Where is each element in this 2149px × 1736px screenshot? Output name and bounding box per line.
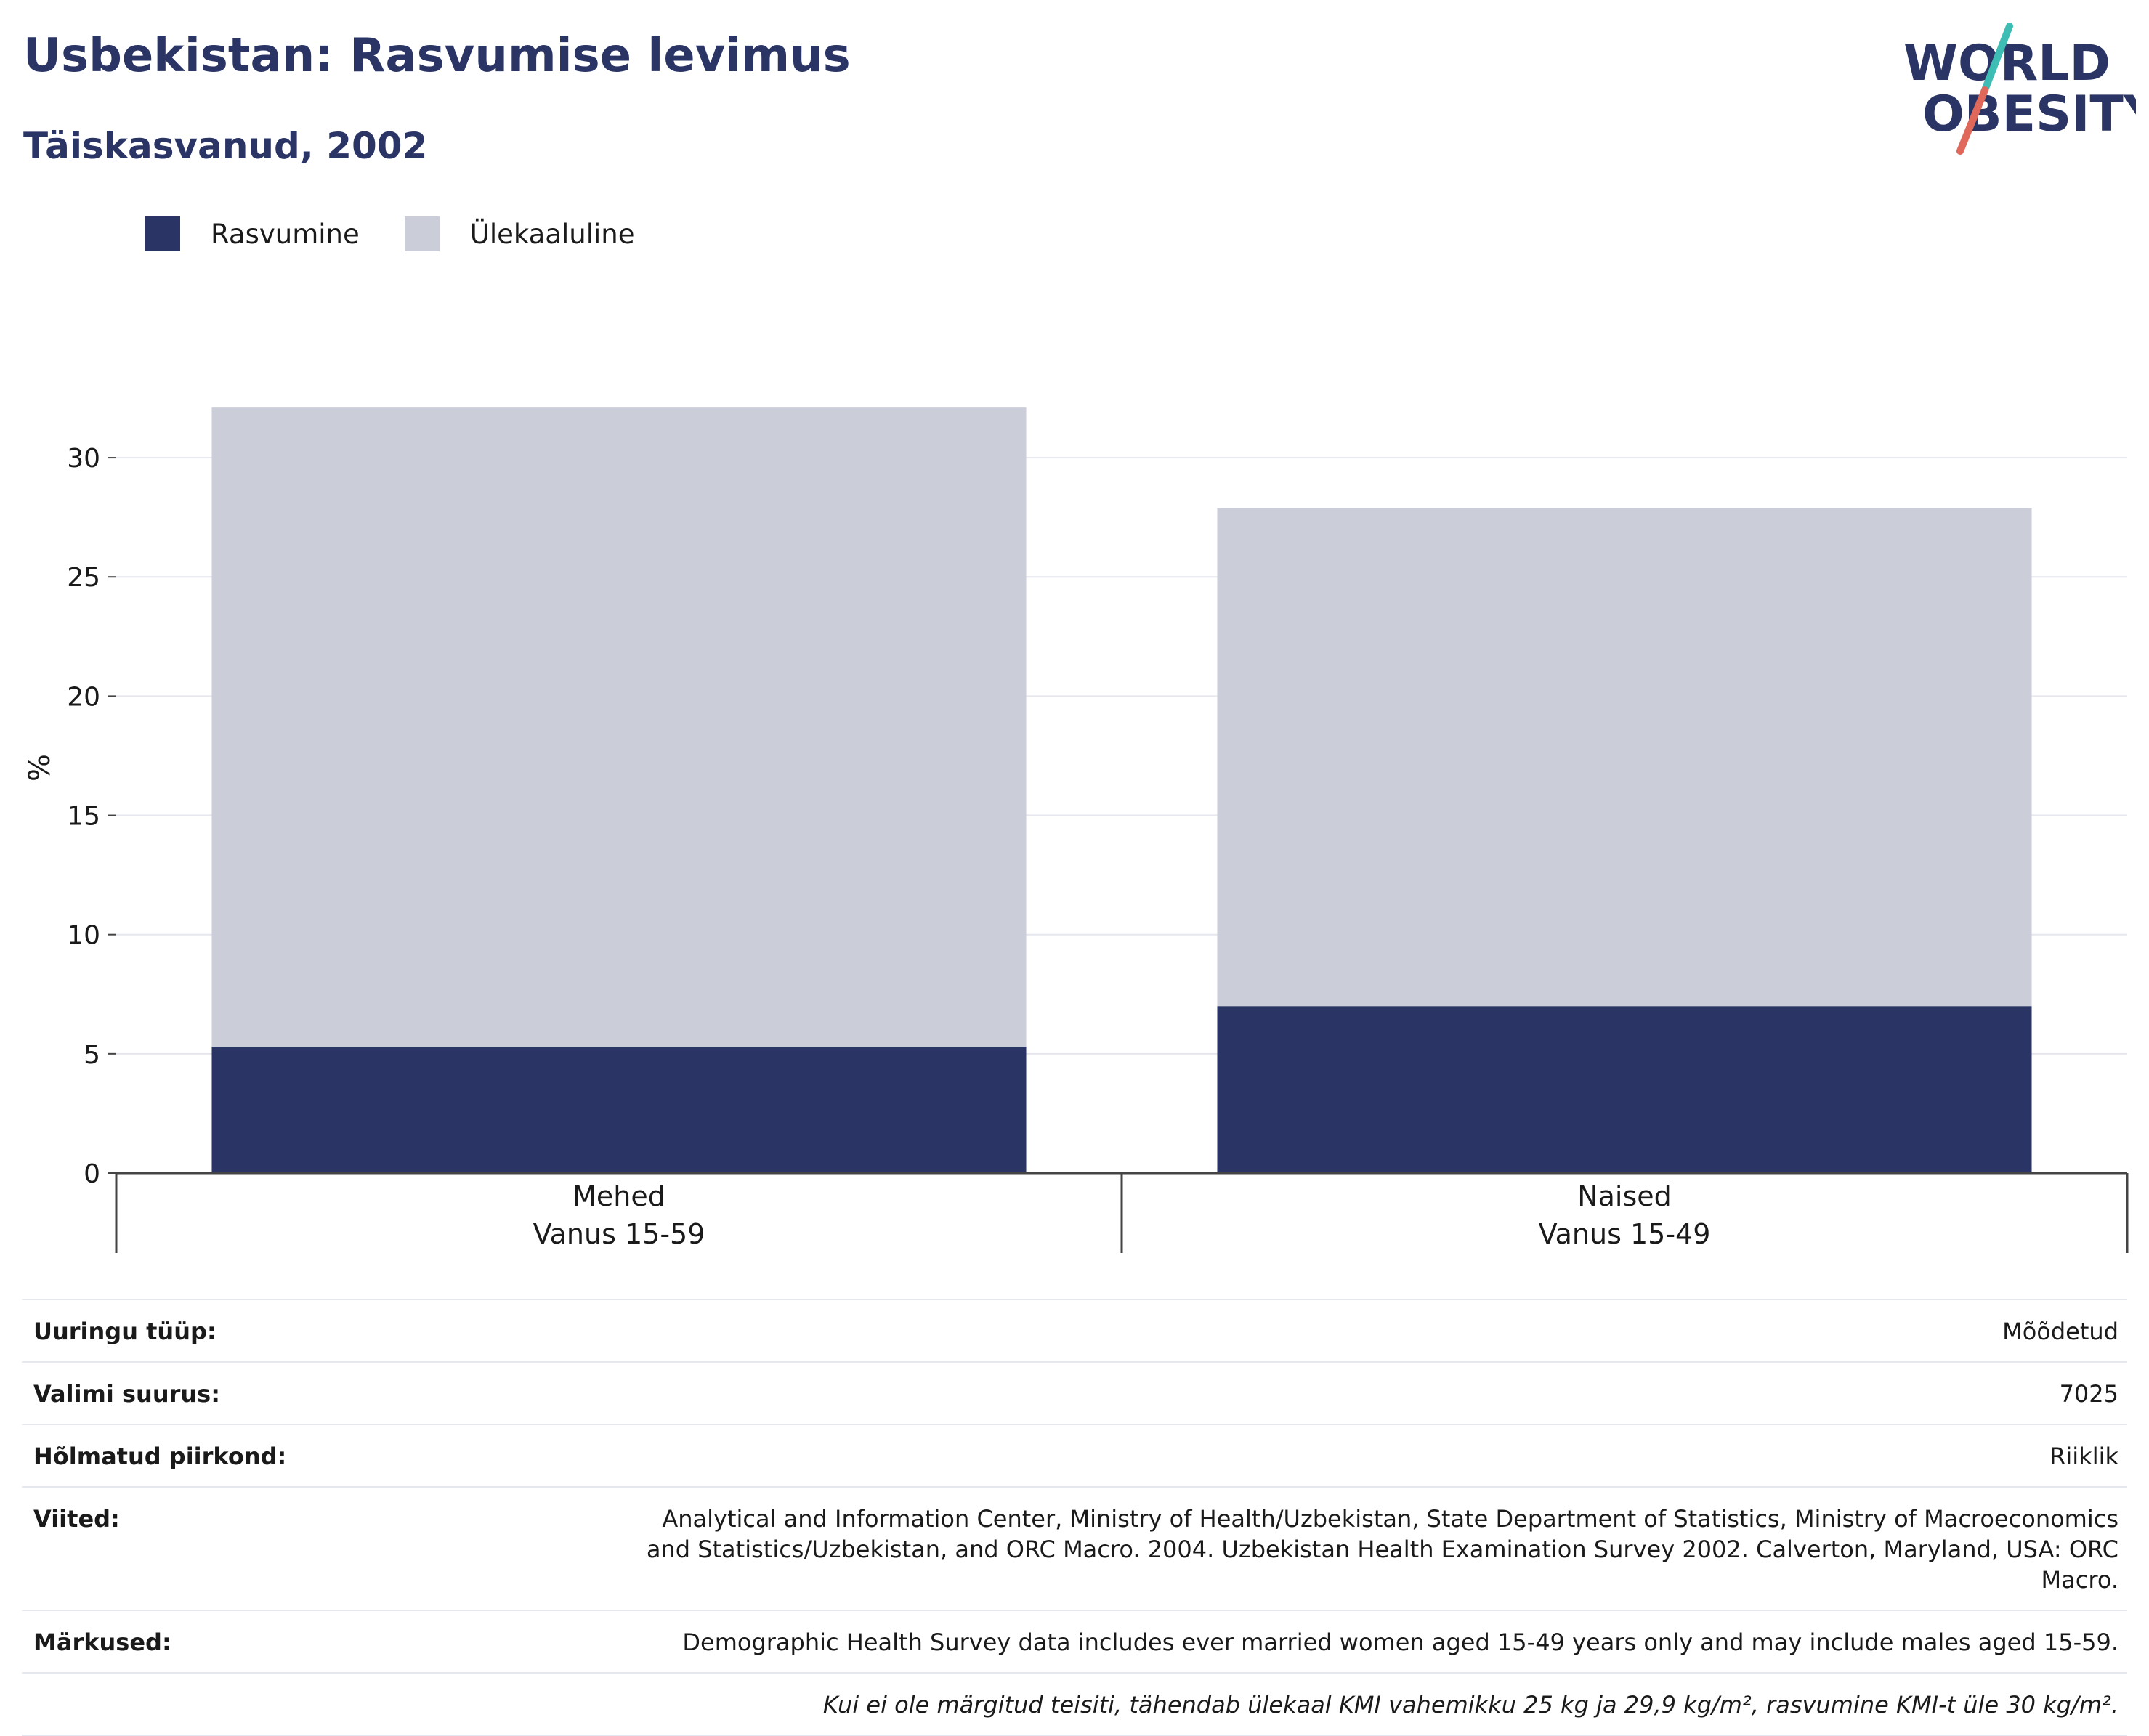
y-tick-label-10: 10 (67, 921, 100, 951)
logo-line-1: WORLD (1903, 35, 2110, 92)
meta-value: Mõõdetud (2002, 1318, 2118, 1345)
bar-mehed-ulekaaluline[interactable] (211, 407, 1027, 1047)
x-category-sublabel-1: Vanus 15-49 (1539, 1218, 1711, 1250)
legend-label-rasvumine: Rasvumine (211, 218, 360, 250)
world-obesity-logo: WORLD OBESITY (1903, 23, 2136, 155)
meta-row-coverage: Hõlmatud piirkond: Riiklik (22, 1424, 2127, 1486)
x-category-label-0: Mehed (572, 1180, 665, 1212)
y-tick-label-5: 5 (84, 1040, 100, 1070)
axes: 0 5 10 15 20 25 30 Mehed Vanus 15-59 Naised Vanus … (67, 444, 2129, 1253)
meta-row-definition-note: Kui ei ole märgitud teisiti, tähendab ül… (22, 1672, 2127, 1736)
meta-row-notes: Märkused: Demographic Health Survey data… (22, 1610, 2127, 1672)
chart-title: Usbekistan: Rasvumise levimus (23, 29, 851, 83)
bar-naised-rasvumine[interactable] (1217, 1006, 2032, 1173)
y-tick-label-30: 30 (67, 444, 100, 474)
meta-label: Hõlmatud piirkond: (33, 1443, 287, 1470)
meta-label: Uuringu tüüp: (33, 1318, 216, 1345)
meta-label: Viited: (33, 1505, 120, 1533)
legend-swatch-ulekaaluline (404, 216, 440, 251)
meta-row-sample-size: Valimi suurus: 7025 (22, 1361, 2127, 1424)
stacked-bar-chart: 0 5 10 15 20 25 30 Mehed Vanus 15-59 Naised Vanus … (23, 407, 2129, 1253)
meta-row-survey-type: Uuringu tüüp: Mõõdetud (22, 1299, 2127, 1361)
meta-value: Demographic Health Survey data includes … (682, 1628, 2118, 1656)
meta-label: Märkused: (33, 1628, 171, 1656)
y-tick-label-0: 0 (84, 1159, 100, 1189)
meta-label: Valimi suurus: (33, 1380, 221, 1408)
y-tick-label-20: 20 (67, 682, 100, 712)
logo-slash-bottom (1956, 86, 1988, 155)
survey-metadata: Uuringu tüüp: Mõõdetud Valimi suurus: 70… (22, 1299, 2127, 1736)
bar-naised-ulekaaluline[interactable] (1217, 508, 2032, 1007)
legend-swatch-rasvumine (145, 216, 180, 251)
chart-subtitle: Täiskasvanud, 2002 (23, 125, 428, 167)
legend-label-ulekaaluline: Ülekaaluline (469, 218, 635, 250)
bar-mehed-rasvumine[interactable] (211, 1046, 1027, 1173)
legend-item-ulekaaluline[interactable]: Ülekaaluline (404, 216, 635, 251)
meta-value: 7025 (2059, 1380, 2118, 1408)
definition-note: Kui ei ole märgitud teisiti, tähendab ül… (822, 1691, 2118, 1719)
y-tick-label-25: 25 (67, 563, 100, 593)
meta-value: Riiklik (2049, 1443, 2118, 1470)
meta-value: Analytical and Information Center, Minis… (646, 1505, 2118, 1594)
y-axis-label: % (23, 754, 57, 782)
chart-legend: Rasvumine Ülekaaluline (145, 215, 680, 253)
logo-line-2: OBESITY (1922, 86, 2136, 143)
meta-row-references: Viited: Analytical and Information Cente… (22, 1486, 2127, 1610)
x-category-label-1: Naised (1577, 1180, 1672, 1212)
bars (211, 407, 2032, 1173)
legend-item-rasvumine[interactable]: Rasvumine (145, 216, 360, 251)
x-category-sublabel-0: Vanus 15-59 (533, 1218, 705, 1250)
y-tick-label-15: 15 (67, 802, 100, 832)
logo-slash-top (1981, 23, 2013, 94)
